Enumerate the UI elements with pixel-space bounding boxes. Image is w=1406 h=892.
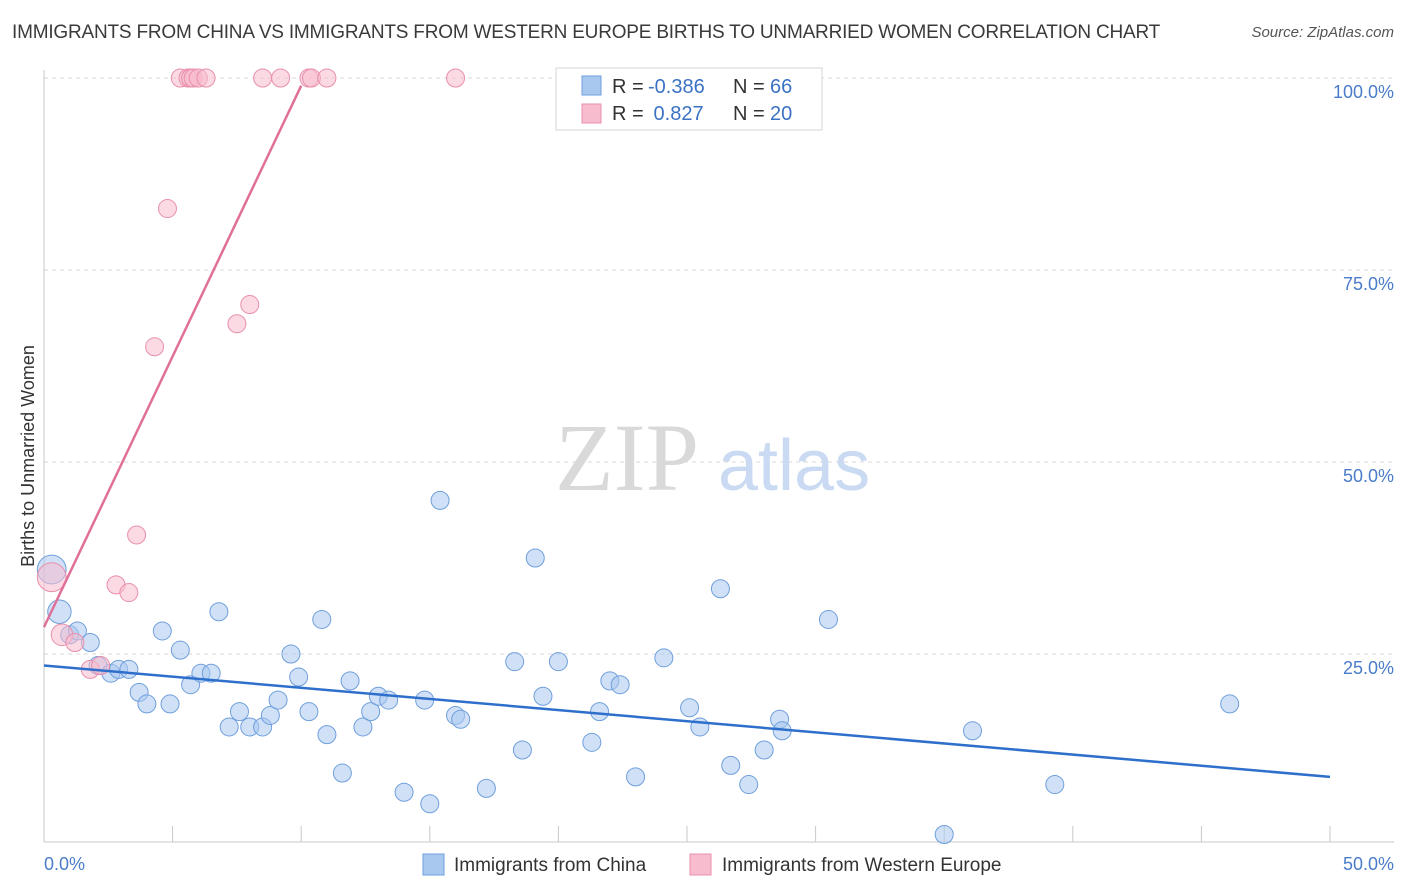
watermark-atlas: atlas — [718, 426, 870, 506]
china-point-48 — [590, 702, 610, 722]
china-point-51 — [626, 767, 646, 787]
legend-swatch-china — [581, 75, 602, 96]
legend-n-label-western-europe: N = — [733, 103, 765, 125]
watermark-zip: ZIP — [555, 404, 699, 511]
trend-line-china — [43, 664, 1331, 779]
trend-line-western-europe — [42, 85, 303, 628]
china-point-58 — [754, 740, 774, 760]
legend-n-label-china: N = — [733, 76, 765, 98]
china-point-45 — [533, 686, 553, 706]
western-europe-point-15 — [196, 68, 216, 88]
x-tick-label-max: 50.0% — [1343, 854, 1394, 874]
china-point-53 — [680, 698, 700, 718]
china-point-31 — [353, 717, 373, 737]
china-point-23 — [268, 690, 288, 710]
western-europe-point-6 — [119, 583, 139, 603]
x-ticks — [43, 826, 1331, 842]
western-europe-point-8 — [145, 337, 165, 357]
china-point-24 — [281, 644, 301, 664]
western-europe-point-0 — [36, 562, 67, 593]
series-china-points — [36, 490, 1240, 844]
western-europe-point-17 — [240, 295, 260, 315]
china-point-57 — [739, 775, 759, 795]
china-point-64 — [1045, 775, 1065, 795]
legend-r-value-western-europe: 0.827 — [648, 103, 704, 125]
china-point-17 — [209, 602, 229, 622]
series-legend: Immigrants from China Immigrants from We… — [422, 853, 1001, 876]
western-europe-point-18 — [253, 68, 273, 88]
china-point-29 — [332, 763, 352, 783]
legend-swatch-western-europe — [581, 103, 602, 124]
china-point-52 — [654, 648, 674, 668]
china-point-8 — [119, 659, 139, 679]
bottom-legend-label-western-europe: Immigrants from Western Europe — [722, 855, 1001, 876]
y-axis-label: Births to Unmarried Women — [18, 345, 38, 567]
chart-title: IMMIGRANTS FROM CHINA VS IMMIGRANTS FROM… — [12, 22, 1161, 43]
china-point-43 — [512, 740, 532, 760]
china-point-61 — [818, 609, 838, 629]
china-point-47 — [582, 732, 602, 752]
china-point-42 — [505, 652, 525, 672]
bottom-legend-label-china: Immigrants from China — [454, 855, 647, 876]
legend-n-value-western-europe: 20 — [770, 103, 792, 125]
china-point-63 — [962, 721, 982, 741]
china-point-62 — [934, 824, 954, 844]
gridlines — [44, 77, 1394, 655]
x-tick-label-min: 0.0% — [44, 854, 85, 874]
china-point-50 — [610, 675, 630, 695]
y-tick-label-25: 25.0% — [1343, 658, 1394, 678]
western-europe-point-16 — [227, 314, 247, 334]
china-point-32 — [361, 702, 381, 722]
western-europe-point-19 — [271, 68, 291, 88]
western-europe-point-7 — [127, 525, 147, 545]
china-point-16 — [201, 663, 221, 683]
china-point-19 — [229, 702, 249, 722]
china-point-44 — [525, 548, 545, 568]
china-point-55 — [710, 579, 730, 599]
china-point-26 — [299, 702, 319, 722]
china-point-65 — [1220, 694, 1240, 714]
china-point-38 — [430, 490, 450, 510]
china-point-56 — [721, 755, 741, 775]
western-europe-point-2 — [65, 632, 85, 652]
china-point-13 — [170, 640, 190, 660]
western-europe-point-9 — [157, 199, 177, 219]
china-point-12 — [160, 694, 180, 714]
legend-r-value-china: -0.386 — [648, 76, 705, 98]
china-point-41 — [476, 778, 496, 798]
legend-n-value-china: 66 — [770, 76, 792, 98]
legend-r-label-china: R = — [612, 76, 644, 98]
legend-r-label-western-europe: R = — [612, 103, 644, 125]
bottom-legend-swatch-western-europe — [689, 853, 712, 876]
china-point-37 — [420, 794, 440, 814]
china-point-35 — [394, 782, 414, 802]
y-tick-label-50: 50.0% — [1343, 466, 1394, 486]
y-tick-label-75: 75.0% — [1343, 274, 1394, 294]
y-tick-labels: 25.0% 50.0% 75.0% 100.0% — [1333, 82, 1394, 678]
china-point-46 — [548, 652, 568, 672]
source-label: Source: ZipAtlas.com — [1251, 24, 1394, 41]
trend-lines — [42, 85, 1331, 779]
western-europe-point-22 — [317, 68, 337, 88]
china-point-30 — [340, 671, 360, 691]
bottom-legend-swatch-china — [422, 853, 445, 876]
western-europe-point-23 — [446, 68, 466, 88]
china-point-22 — [260, 705, 280, 725]
y-tick-label-100: 100.0% — [1333, 82, 1394, 102]
series-western-europe-points — [36, 68, 466, 679]
china-point-40 — [451, 709, 471, 729]
china-point-11 — [152, 621, 172, 641]
china-point-18 — [219, 717, 239, 737]
china-point-27 — [312, 609, 332, 629]
china-point-25 — [289, 667, 309, 687]
china-point-10 — [137, 694, 157, 714]
correlation-legend: R = -0.386 N = 66 R = 0.827 N = 20 — [555, 67, 823, 131]
china-point-28 — [317, 725, 337, 745]
